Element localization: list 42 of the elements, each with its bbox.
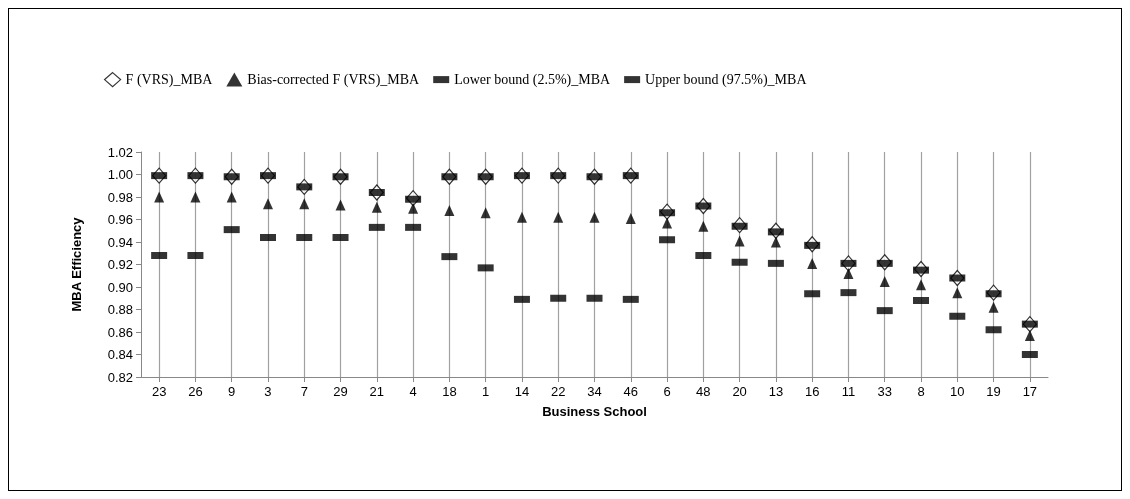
x-tick-label: 10	[950, 384, 965, 399]
x-tick-label: 29	[333, 384, 348, 399]
y-tick-label: 0.98	[107, 189, 133, 205]
y-tick-label: 0.92	[107, 257, 133, 272]
y-tick-label: 0.90	[107, 279, 133, 295]
legend-label: Upper bound (97.5%)_MBA	[645, 72, 808, 89]
x-tick-label: 4	[409, 384, 417, 399]
x-tick-label: 22	[550, 384, 566, 399]
x-tick-label: 7	[300, 384, 308, 399]
x-tick-label: 9	[228, 384, 236, 399]
legend-label: Lower bound (2.5%)_MBA	[454, 72, 612, 89]
x-tick-label: 48	[696, 384, 711, 399]
x-tick-label: 3	[264, 384, 272, 399]
x-tick-label: 17	[1022, 384, 1038, 399]
x-tick-label: 23	[151, 384, 167, 399]
x-tick-label: 26	[188, 384, 203, 399]
x-tick-label: 34	[587, 384, 602, 399]
x-tick-label: 11	[841, 384, 856, 399]
x-tick-label: 14	[514, 384, 530, 399]
legend-label: F (VRS)_MBA	[125, 72, 214, 89]
y-tick-label: 0.84	[107, 347, 133, 362]
y-tick-label: 0.86	[107, 324, 133, 340]
x-tick-label: 19	[986, 384, 1001, 399]
y-tick-label: 0.96	[107, 212, 133, 227]
legend-label: Bias-corrected F (VRS)_MBA	[247, 72, 421, 89]
x-tick-label: 21	[369, 384, 385, 399]
y-axis-title: MBA Efficiency	[69, 216, 84, 312]
x-axis-title: Business School	[542, 404, 647, 419]
x-tick-label: 1	[482, 384, 490, 399]
x-tick-label: 13	[768, 384, 784, 399]
y-tick-label: 0.82	[107, 369, 133, 385]
x-tick-label: 8	[917, 384, 925, 399]
x-tick-label: 6	[663, 384, 671, 399]
y-tick-label: 1.02	[107, 144, 133, 160]
x-tick-label: 16	[804, 384, 820, 399]
y-tick-label: 1.00	[107, 167, 133, 182]
x-tick-label: 18	[442, 384, 457, 399]
x-tick-label: 46	[623, 384, 639, 399]
x-tick-label: 20	[732, 384, 747, 399]
x-tick-label: 33	[877, 384, 892, 399]
y-tick-label: 0.88	[107, 302, 133, 317]
y-tick-label: 0.94	[107, 234, 133, 250]
